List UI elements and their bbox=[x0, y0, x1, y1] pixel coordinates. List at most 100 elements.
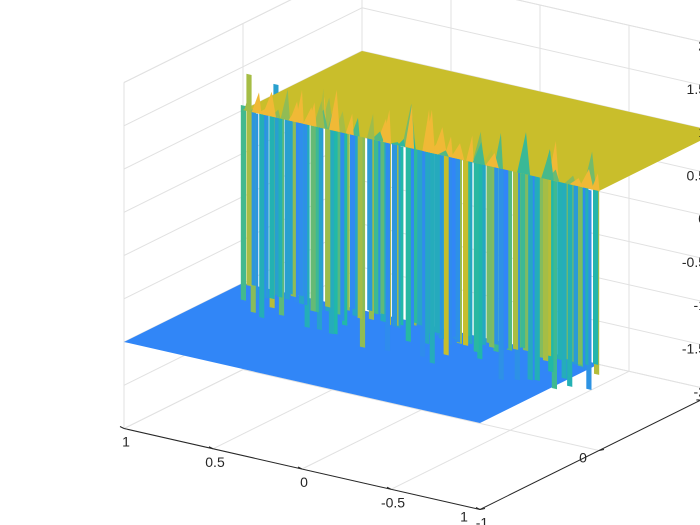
surface-spike bbox=[382, 109, 392, 144]
sidewall-gridline-z bbox=[123, 7, 363, 127]
y-axis-line bbox=[479, 399, 700, 510]
surface-cliff-strand bbox=[405, 145, 411, 342]
surface-spike bbox=[405, 105, 415, 149]
z-tick-label: -2 bbox=[694, 384, 700, 400]
surface-spike bbox=[366, 113, 375, 140]
x-tick-mark bbox=[208, 446, 214, 450]
x-tick-mark bbox=[297, 466, 303, 470]
x-tick-mark bbox=[475, 507, 481, 510]
x-tick-label: -1 bbox=[476, 515, 489, 525]
x-tick-mark bbox=[119, 426, 125, 429]
surface-spike bbox=[579, 169, 594, 190]
surface-cliff-strand bbox=[593, 187, 599, 365]
surface-spike bbox=[257, 109, 267, 116]
surface-cliff-strand bbox=[493, 134, 499, 345]
surface-spike bbox=[371, 131, 384, 142]
surface-cliff-strand bbox=[520, 169, 526, 349]
surface-cliff-strand bbox=[298, 117, 304, 297]
surface-spike bbox=[541, 150, 554, 181]
surface-spike bbox=[295, 90, 304, 124]
surface-cliff-strand bbox=[339, 128, 345, 321]
surface-cliff-strand bbox=[269, 107, 275, 300]
z-tick-label: -1.5 bbox=[682, 340, 700, 356]
surface-cliff-strand bbox=[325, 123, 331, 308]
surface-cliff-strand bbox=[367, 130, 373, 312]
surface-cliff-strand bbox=[250, 106, 256, 286]
backwall-gridline-z bbox=[361, 7, 700, 86]
x-tick-label: 0 bbox=[300, 474, 308, 490]
y-tick-mark bbox=[479, 508, 486, 510]
x-tick-label: -0.5 bbox=[381, 494, 405, 510]
surface-cliff-strand bbox=[513, 140, 519, 350]
z-tick-label: -0.5 bbox=[682, 254, 700, 270]
z-tick-label: 1 bbox=[698, 124, 700, 140]
surface-spike bbox=[288, 110, 297, 123]
surface-spike bbox=[424, 109, 435, 154]
surface-spike bbox=[438, 150, 449, 157]
surface-cliff-strand bbox=[486, 159, 492, 344]
surface-cliff-strand bbox=[473, 153, 479, 353]
surface-spike bbox=[244, 89, 252, 112]
surface-cliff-strand bbox=[246, 73, 252, 287]
surface-cliff-strand bbox=[259, 109, 265, 319]
axes-layer bbox=[119, 399, 700, 510]
z-tick-label: 2 bbox=[698, 38, 700, 54]
x-tick-mark bbox=[386, 486, 392, 490]
surface-cliff-strand bbox=[417, 147, 423, 326]
surface-spike bbox=[251, 92, 262, 115]
backwall-gridline-z bbox=[515, 0, 700, 42]
surface-cliff-strand bbox=[391, 128, 398, 327]
surface-cliff-strand bbox=[557, 176, 563, 361]
y-tick-label: 1 bbox=[460, 509, 468, 525]
surface-cliff-strand bbox=[384, 137, 391, 352]
surface-spike bbox=[262, 91, 276, 118]
surface-spike bbox=[466, 135, 474, 163]
surface-cliff-strand bbox=[443, 146, 449, 356]
surface-spike bbox=[280, 89, 290, 121]
surface-spike bbox=[450, 143, 465, 161]
surface-cliff-strand bbox=[434, 144, 440, 334]
surface-cliff-strand bbox=[567, 165, 573, 387]
y-tick-label: 0 bbox=[579, 450, 587, 466]
surface-spike bbox=[351, 117, 360, 137]
surface-spike bbox=[329, 89, 340, 132]
floor-gridline-y bbox=[242, 369, 600, 451]
surface-cliff-strand bbox=[576, 182, 582, 365]
box-top-edge bbox=[123, 0, 700, 83]
surface-cliff-strand bbox=[357, 132, 363, 319]
surface-spike bbox=[485, 153, 499, 169]
surface-cliff-strand bbox=[503, 140, 509, 349]
floor-gridline-x bbox=[479, 399, 700, 510]
x-tick-label: 0.5 bbox=[205, 454, 225, 470]
surface-spike bbox=[397, 139, 406, 147]
tick-labels-layer: 2 1.5 1 0.5 0 -0.5 -1 -1.5 -2 1 0 -1 1 0.5 0 -0.5 -1 bbox=[122, 38, 700, 525]
z-tick-label: 0 bbox=[698, 211, 700, 227]
surface-cliff-strand bbox=[310, 106, 316, 312]
surface-high-plateau bbox=[243, 51, 700, 191]
surface-cliff-strand bbox=[284, 115, 290, 300]
z-tick-label: 0.5 bbox=[687, 167, 700, 183]
y-tick-label: -1 bbox=[696, 391, 700, 407]
z-tick-label: -1 bbox=[694, 297, 700, 313]
surface-cliff-strand bbox=[543, 169, 549, 362]
surface-cliff-strand bbox=[350, 132, 356, 310]
surface-cliff-strand bbox=[527, 147, 533, 381]
surface-spike bbox=[345, 113, 354, 136]
surface-spike bbox=[313, 101, 325, 129]
surface-cliff-strand bbox=[572, 182, 578, 365]
z-tick-label: 1.5 bbox=[687, 81, 700, 97]
x-tick-label: 1 bbox=[122, 434, 130, 450]
surface-spike bbox=[517, 132, 531, 176]
y-tick-mark bbox=[598, 449, 605, 451]
surface-cliff-strand bbox=[498, 148, 504, 381]
surface-cliff-strand bbox=[463, 159, 469, 346]
surface-layer bbox=[124, 51, 700, 423]
surface-cliff-strand bbox=[379, 135, 385, 315]
surface-spike bbox=[569, 178, 583, 188]
surface-low-plateau bbox=[124, 283, 599, 423]
surface-spike bbox=[472, 142, 485, 166]
surface-cliff-strand bbox=[240, 105, 246, 301]
surface-spike bbox=[307, 102, 317, 127]
surface-spike bbox=[432, 127, 448, 157]
